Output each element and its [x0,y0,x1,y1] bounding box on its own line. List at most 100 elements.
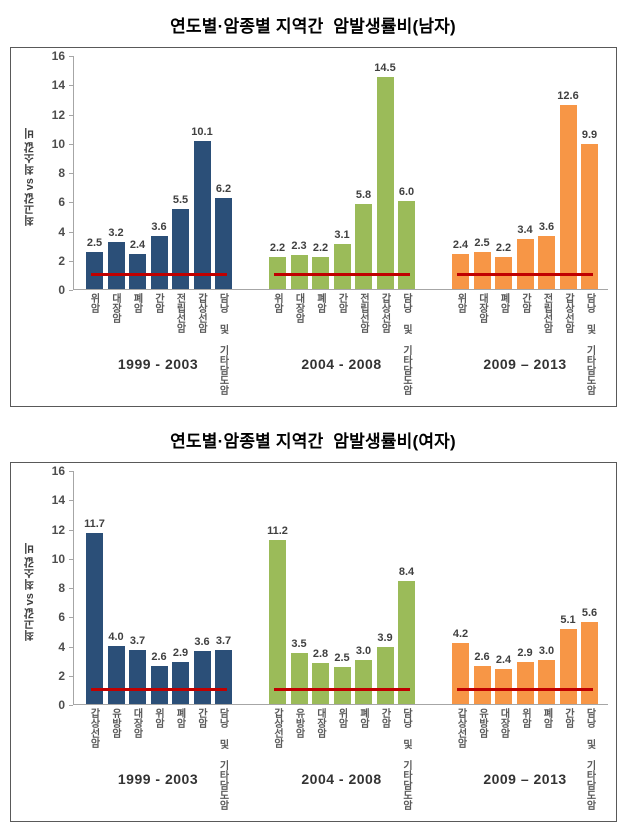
category-label: 담낭 및 기타담도암 [217,708,228,810]
bar-value-label: 3.4 [517,224,533,237]
category-label-slot: 담낭 및 기타담도암 [398,293,415,395]
y-tick-mark [69,56,73,57]
y-tick-mark [69,500,73,502]
bar: 5.8 [355,189,372,289]
bar: 2.4 [495,654,512,704]
bar-group: 11.2 3.5 2.8 2.5 3.0 3.9 8.4 [267,471,415,704]
y-tick-mark [69,202,73,204]
bar: 2.5 [473,237,491,289]
bar: 4.2 [452,628,469,704]
group-axis-labels: 위암 대장암 폐암 간암 전립선암 갑상선암 담낭 및 기타담도암 2009 – 2013 [452,290,598,402]
bar-value-label: 6.0 [398,186,415,199]
bar-value-label: 10.1 [191,126,213,139]
male-y-axis-title-column: 최고값 vs 최소값 비 [21,56,39,298]
bar: 5.5 [172,194,189,289]
category-labels-row: 갑상선암 유방암 대장암 위암 폐암 간암 담낭 및 기타담도암 [269,705,415,810]
y-tick-mark [69,558,73,560]
bar: 4.0 [107,631,125,704]
bar: 12.6 [557,90,579,289]
category-label: 유방암 [293,708,304,738]
bar: 9.9 [581,129,598,289]
bar: 11.7 [84,518,105,704]
bar: 14.5 [374,62,396,289]
category-label-slot: 유방암 [107,708,124,810]
y-tick-mark [69,705,73,706]
group-period-label: 2009 – 2013 [483,771,567,787]
male-plot-area: 2.5 3.2 2.4 3.6 5.5 10.1 6.2 2.2 2.3 2.2 3.1 5.8 14.… [73,56,608,290]
bar-value-label: 5.1 [560,614,576,627]
y-tick-mark [69,173,73,174]
category-label-slot: 위암 [517,708,534,810]
bar-value-label: 2.4 [129,238,146,251]
bar-value-label: 12.6 [557,89,579,102]
bar-value-label: 3.1 [334,228,350,241]
y-tick-label: 16 [51,49,65,63]
reference-line [274,687,410,691]
bar: 3.6 [150,221,168,289]
female-y-axis: 0 2 4 6 8 10 12 14 16 [39,464,73,712]
category-label-slot: 간암 [517,293,534,395]
category-label: 간암 [379,708,390,728]
category-label-slot: 위암 [85,293,102,395]
category-label-slot: 대장암 [495,708,512,810]
category-label-slot: 담낭 및 기타담도암 [214,293,231,395]
male-category-axis: 위암 대장암 폐암 간암 전립선암 갑상선암 담낭 및 기타담도암 1999 - 2003 위암… [73,290,608,402]
category-label: 폐암 [131,293,142,313]
category-label: 담낭 및 기타담도암 [584,708,595,810]
category-label: 간암 [519,293,531,313]
bar: 3.5 [290,638,308,704]
male-chart-title: 연도별·암종별 지역간 암발생률비(남자) [170,17,456,36]
y-tick-label: 14 [51,493,65,508]
y-tick-label: 0 [58,283,65,297]
category-label: 갑상선암 [271,708,283,748]
y-tick-mark [69,617,73,619]
category-label-slot: 폐암 [355,708,372,810]
y-tick-label: 12 [51,522,65,537]
bar-value-label: 3.7 [129,634,146,647]
bar-value-label: 2.4 [452,238,469,251]
bar-group: 2.4 2.5 2.2 3.4 3.6 12.6 9.9 [452,56,598,289]
category-label: 폐암 [498,293,509,313]
y-tick-mark [69,231,73,233]
category-label: 간암 [336,293,347,313]
group-axis-labels: 갑상선암 유방암 대장암 위암 폐암 간암 담낭 및 기타담도암 2009 – 2013 [452,705,598,817]
y-tick-label: 4 [58,639,65,654]
category-label: 위암 [455,293,466,313]
female-chart-title: 연도별·암종별 지역간 암발생률비(여자) [170,432,456,451]
group-axis-labels: 갑상선암 유방암 대장암 위암 폐암 간암 담낭 및 기타담도암 2004 - 2008 [269,705,415,817]
category-label: 간암 [562,708,574,728]
y-axis-title: 최고값 vs 최소값 비 [24,127,36,227]
category-label: 위암 [152,708,164,728]
category-label-slot: 갑상선암 [452,708,469,810]
bar-value-label: 3.6 [194,636,210,649]
bar-value-label: 2.4 [495,653,512,666]
category-label-slot: 전립선암 [171,293,188,395]
female-y-axis-title-column: 최고값 vs 최소값 비 [21,471,39,713]
category-labels-row: 위암 대장암 폐암 간암 전립선암 갑상선암 담낭 및 기타담도암 [85,290,231,395]
category-label: 폐암 [174,708,185,728]
bar: 2.4 [452,239,469,289]
category-label: 갑상선암 [88,708,99,748]
group-axis-labels: 갑상선암 유방암 대장암 위암 폐암 간암 담낭 및 기타담도암 1999 - 2003 [85,705,231,817]
category-label: 갑상선암 [562,293,574,333]
category-label: 폐암 [541,708,552,728]
group-period-label: 1999 - 2003 [117,356,199,372]
category-labels-row: 갑상선암 유방암 대장암 위암 폐암 간암 담낭 및 기타담도암 [452,705,598,810]
bar-group: 4.2 2.6 2.4 2.9 3.0 5.1 5.6 [452,471,598,704]
y-tick-mark [69,529,73,531]
bar: 2.8 [312,648,329,704]
category-label-slot: 담낭 및 기타담도암 [214,708,231,810]
bar: 3.0 [355,645,372,704]
category-label-slot: 담낭 및 기타담도암 [581,293,598,395]
bar-value-label: 14.5 [374,61,396,74]
bar-value-label: 11.2 [267,525,288,538]
category-label: 갑상선암 [455,708,466,748]
bar-value-label: 3.0 [538,645,555,658]
category-label-slot: 간암 [560,708,577,810]
category-label: 위암 [336,708,347,728]
bar: 3.4 [516,224,534,289]
category-label: 갑상선암 [195,293,207,333]
category-label: 전립선암 [541,293,552,333]
category-label-slot: 대장암 [474,293,491,395]
category-label: 대장암 [314,708,326,738]
